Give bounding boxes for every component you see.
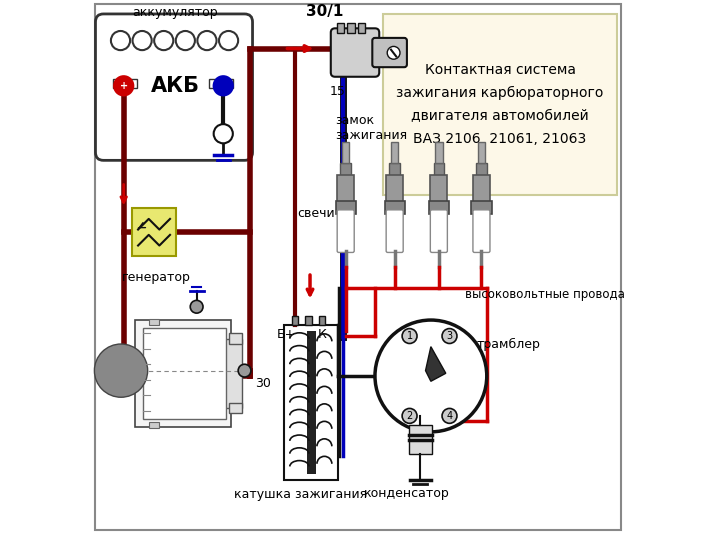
Circle shape — [402, 408, 417, 423]
Bar — [337, 23, 344, 33]
FancyBboxPatch shape — [337, 210, 354, 253]
FancyBboxPatch shape — [383, 14, 617, 195]
Circle shape — [197, 31, 217, 50]
Bar — [220, 338, 242, 408]
Text: высоковольтные провода: высоковольтные провода — [465, 288, 625, 301]
Bar — [284, 325, 337, 480]
Circle shape — [402, 328, 417, 343]
Bar — [429, 201, 449, 214]
Bar — [292, 316, 298, 325]
Circle shape — [111, 31, 130, 50]
Circle shape — [213, 75, 234, 96]
Bar — [144, 328, 226, 418]
Circle shape — [176, 31, 195, 50]
Bar — [476, 163, 487, 176]
Circle shape — [113, 75, 134, 96]
Bar — [136, 320, 231, 426]
Circle shape — [190, 301, 203, 313]
Bar — [409, 425, 432, 454]
Text: 2: 2 — [406, 411, 413, 421]
Bar — [209, 79, 233, 88]
Text: АКБ: АКБ — [151, 76, 200, 96]
Circle shape — [219, 31, 238, 50]
Bar — [319, 316, 325, 325]
Bar — [340, 163, 351, 176]
Circle shape — [94, 344, 148, 397]
Text: К: К — [317, 328, 326, 341]
Bar — [228, 333, 242, 344]
Circle shape — [387, 46, 400, 59]
Bar — [477, 142, 485, 163]
Bar — [149, 422, 159, 428]
Bar — [389, 163, 400, 176]
Circle shape — [442, 408, 457, 423]
Bar — [473, 175, 490, 203]
Bar — [358, 23, 365, 33]
Bar — [228, 402, 242, 413]
Text: аккумулятор: аккумулятор — [133, 6, 218, 19]
FancyBboxPatch shape — [473, 210, 490, 253]
Text: 15: 15 — [330, 85, 345, 98]
Bar — [391, 142, 398, 163]
Text: 3: 3 — [447, 331, 452, 341]
Circle shape — [101, 350, 141, 391]
Bar — [386, 175, 404, 203]
Bar — [131, 208, 177, 256]
Bar — [113, 79, 137, 88]
Bar — [435, 142, 442, 163]
Bar — [430, 175, 447, 203]
Text: замок
зажигания: замок зажигания — [335, 115, 407, 142]
FancyBboxPatch shape — [95, 14, 253, 160]
Bar — [342, 142, 350, 163]
Bar — [307, 330, 317, 474]
Bar — [348, 23, 355, 33]
Circle shape — [375, 320, 487, 432]
Circle shape — [108, 357, 134, 384]
Bar — [385, 201, 405, 214]
FancyBboxPatch shape — [386, 210, 404, 253]
Bar — [434, 163, 444, 176]
Text: 1: 1 — [406, 331, 413, 341]
Bar — [471, 201, 492, 214]
Text: 4: 4 — [447, 411, 452, 421]
Text: катушка зажигания: катушка зажигания — [234, 488, 367, 501]
Polygon shape — [426, 346, 446, 381]
Circle shape — [442, 328, 457, 343]
Text: Контактная система
зажигания карбюраторного
двигателя автомобилей
ВАЗ 2106, 2106: Контактная система зажигания карбюраторн… — [396, 63, 604, 146]
Text: +: + — [120, 81, 128, 91]
Text: генератор: генератор — [122, 271, 191, 284]
Bar — [305, 316, 312, 325]
Text: 30/1: 30/1 — [306, 4, 343, 19]
Bar — [335, 201, 356, 214]
Circle shape — [154, 31, 173, 50]
FancyBboxPatch shape — [430, 210, 447, 253]
Text: трамблер: трамблер — [476, 337, 540, 351]
Circle shape — [113, 362, 129, 378]
Text: 30: 30 — [255, 377, 271, 391]
FancyBboxPatch shape — [331, 28, 379, 77]
Text: конденсатор: конденсатор — [364, 487, 449, 500]
Bar — [149, 319, 159, 325]
Circle shape — [238, 364, 251, 377]
Text: свечи: свечи — [297, 207, 335, 220]
Bar — [337, 175, 354, 203]
Circle shape — [214, 124, 233, 143]
FancyBboxPatch shape — [373, 38, 407, 67]
Circle shape — [133, 31, 151, 50]
Text: −: − — [216, 80, 227, 93]
Text: Б+: Б+ — [276, 328, 296, 341]
